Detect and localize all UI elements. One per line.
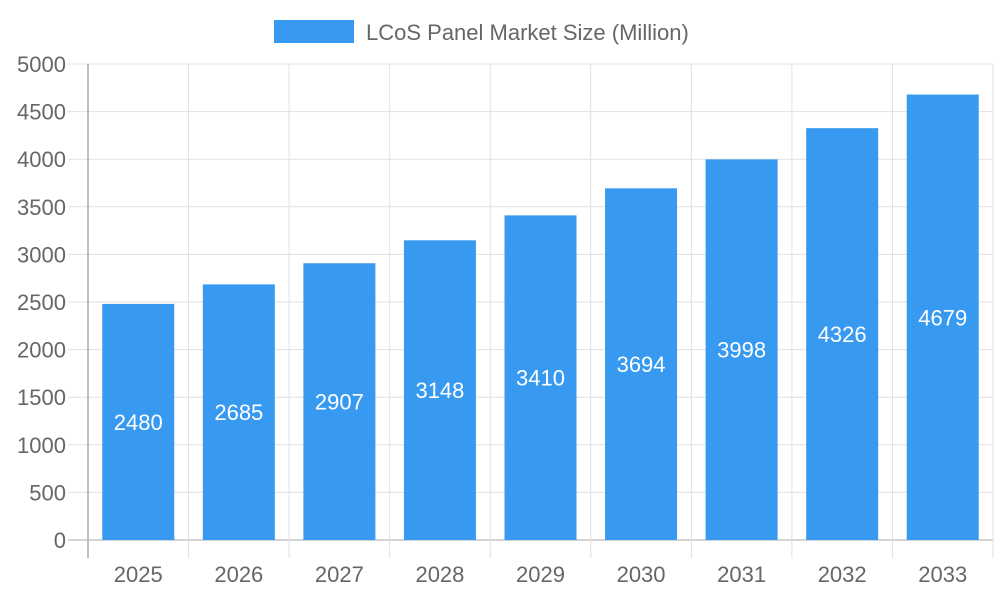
y-tick-label: 3500 xyxy=(17,195,66,220)
data-label: 2480 xyxy=(114,410,163,435)
y-tick-label: 4000 xyxy=(17,147,66,172)
legend[interactable]: LCoS Panel Market Size (Million) xyxy=(274,20,689,45)
legend-swatch xyxy=(274,20,354,43)
y-tick-label: 3000 xyxy=(17,242,66,267)
data-label: 4679 xyxy=(918,305,967,330)
y-tick-label: 0 xyxy=(54,528,66,553)
data-label: 3148 xyxy=(415,378,464,403)
x-tick-label: 2033 xyxy=(918,562,967,587)
data-label: 2685 xyxy=(214,400,263,425)
data-label: 4326 xyxy=(818,322,867,347)
axes: 0 500 1000 1500 2000 2500 3000 3500 4000 4500 5000… xyxy=(17,52,967,587)
y-tick-label: 500 xyxy=(29,480,66,505)
y-tick-label: 4500 xyxy=(17,100,66,125)
x-tick-label: 2031 xyxy=(717,562,766,587)
bar xyxy=(605,188,678,540)
data-label: 3694 xyxy=(617,352,666,377)
x-tick-label: 2028 xyxy=(415,562,464,587)
bar xyxy=(705,159,778,541)
x-tick-label: 2029 xyxy=(516,562,565,587)
y-tick-label: 1000 xyxy=(17,433,66,458)
y-tick-label: 5000 xyxy=(17,52,66,77)
x-tick-label: 2026 xyxy=(214,562,263,587)
legend-label: LCoS Panel Market Size (Million) xyxy=(366,20,689,45)
y-tick-label: 2000 xyxy=(17,338,66,363)
x-tick-label: 2027 xyxy=(315,562,364,587)
bar xyxy=(403,240,476,540)
bar xyxy=(202,284,275,540)
bar xyxy=(504,215,577,541)
data-label: 3998 xyxy=(717,338,766,363)
bar xyxy=(906,94,979,540)
x-tick-label: 2025 xyxy=(114,562,163,587)
bar xyxy=(102,303,175,540)
x-tick-label: 2032 xyxy=(818,562,867,587)
bars: 2480 2685 2907 3148 3410 3694 3998 4326 4679 xyxy=(102,94,979,541)
y-tick-label: 1500 xyxy=(17,385,66,410)
x-tick-label: 2030 xyxy=(617,562,666,587)
data-label: 2907 xyxy=(315,390,364,415)
bar xyxy=(303,263,376,540)
bar xyxy=(806,128,879,540)
data-label: 3410 xyxy=(516,366,565,391)
y-tick-label: 2500 xyxy=(17,290,66,315)
